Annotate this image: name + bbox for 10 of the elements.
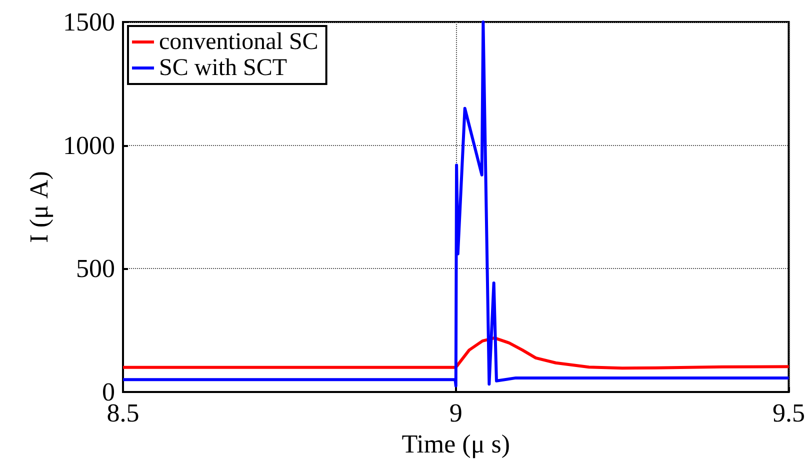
y-axis-title: I (μ A) [24,171,54,243]
legend-label: SC with SCT [159,55,288,81]
y-tick-label: 1500 [63,8,115,36]
x-tick-label: 9.5 [772,398,805,428]
y-tick-label: 1000 [63,130,115,160]
line-series [122,336,790,370]
x-axis-title: Time (μ s) [402,429,510,458]
legend-label: conventional SC [159,29,318,55]
x-tick-label: 9 [449,398,462,428]
y-tick-label: 500 [76,254,115,284]
